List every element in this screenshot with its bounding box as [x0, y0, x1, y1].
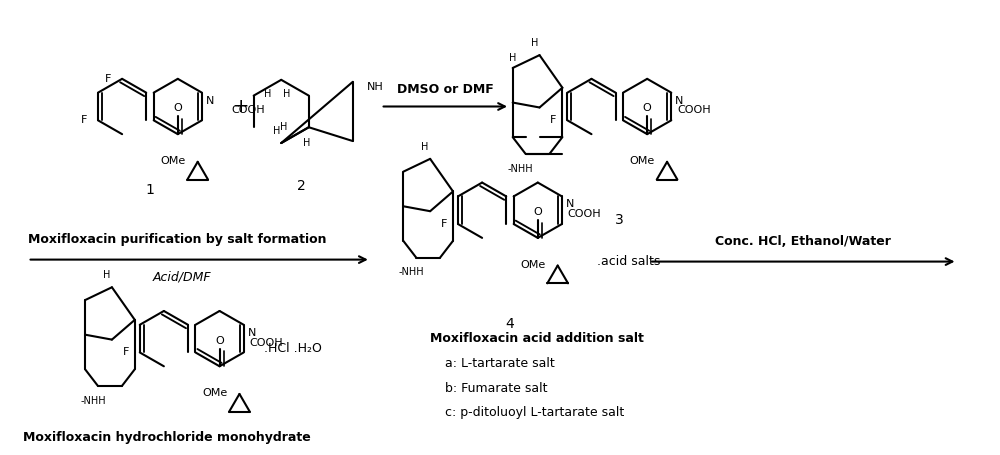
- Text: COOH: COOH: [232, 106, 265, 116]
- Text: F: F: [105, 74, 111, 84]
- Text: Moxifloxacin acid addition salt: Moxifloxacin acid addition salt: [430, 332, 644, 345]
- Text: OMe: OMe: [202, 388, 227, 398]
- Text: H: H: [509, 53, 516, 63]
- Text: 1: 1: [146, 183, 154, 197]
- Text: DMSO or DMF: DMSO or DMF: [397, 83, 494, 96]
- Text: OMe: OMe: [630, 156, 655, 166]
- Text: F: F: [81, 115, 87, 125]
- Text: Moxifloxacin purification by salt formation: Moxifloxacin purification by salt format…: [28, 233, 326, 246]
- Text: +: +: [233, 97, 250, 116]
- Text: .acid salts: .acid salts: [597, 255, 661, 268]
- Text: Moxifloxacin hydrochloride monohydrate: Moxifloxacin hydrochloride monohydrate: [23, 431, 310, 444]
- Text: N: N: [247, 328, 256, 338]
- Text: F: F: [550, 115, 557, 125]
- Text: OMe: OMe: [520, 259, 545, 269]
- Text: 2: 2: [297, 178, 305, 192]
- Text: -NHH: -NHH: [398, 268, 424, 278]
- Text: a: L-tartarate salt: a: L-tartarate salt: [445, 357, 555, 370]
- Text: H: H: [421, 142, 429, 152]
- Text: H: H: [273, 126, 280, 136]
- Text: N: N: [206, 96, 214, 106]
- Text: 4: 4: [506, 317, 514, 331]
- Text: b: Fumarate salt: b: Fumarate salt: [445, 381, 548, 394]
- Text: H: H: [303, 138, 310, 148]
- Text: H: H: [531, 38, 538, 48]
- Text: H: H: [280, 122, 287, 132]
- Text: O: O: [215, 336, 224, 346]
- Text: O: O: [173, 103, 182, 113]
- Text: F: F: [123, 348, 129, 358]
- Text: 3: 3: [615, 213, 624, 227]
- Text: N: N: [675, 96, 683, 106]
- Text: H: H: [283, 89, 291, 99]
- Text: .HCl .H₂O: .HCl .H₂O: [264, 342, 322, 355]
- Text: COOH: COOH: [568, 209, 601, 219]
- Text: Acid/DMF: Acid/DMF: [152, 271, 211, 284]
- Text: H: H: [264, 89, 271, 99]
- Text: COOH: COOH: [677, 106, 711, 116]
- Text: O: O: [643, 103, 652, 113]
- Text: O: O: [533, 207, 542, 217]
- Text: COOH: COOH: [250, 338, 283, 348]
- Text: F: F: [441, 219, 447, 229]
- Text: -NHH: -NHH: [508, 164, 533, 174]
- Text: OMe: OMe: [160, 156, 185, 166]
- Text: NH: NH: [367, 82, 383, 92]
- Text: -NHH: -NHH: [80, 396, 106, 406]
- Text: H: H: [103, 270, 111, 280]
- Text: Conc. HCl, Ethanol/Water: Conc. HCl, Ethanol/Water: [715, 235, 891, 248]
- Text: N: N: [566, 199, 574, 209]
- Text: c: p-ditoluoyl L-tartarate salt: c: p-ditoluoyl L-tartarate salt: [445, 406, 625, 419]
